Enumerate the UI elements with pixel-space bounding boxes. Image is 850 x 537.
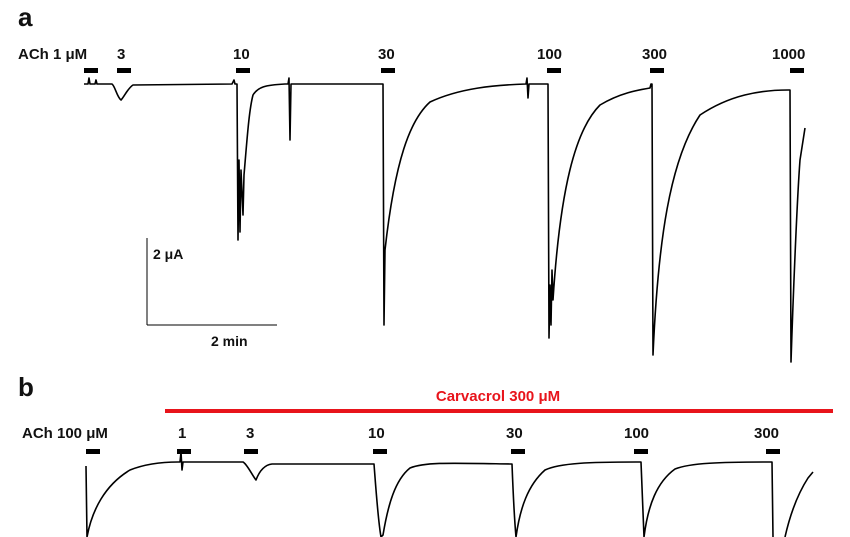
panel-a-current-trace <box>84 77 806 363</box>
panel-a-application-bar-30 <box>381 68 395 73</box>
panel-a-application-bar-300 <box>650 68 664 73</box>
panel-b-application-bar-10 <box>373 449 387 454</box>
panel-b-application-bar-100 <box>86 449 100 454</box>
panel-b-current-trace <box>85 451 814 537</box>
panel-a-application-bar-10 <box>236 68 250 73</box>
scale-bar-current-label: 2 μA <box>153 246 183 262</box>
panel-a-agonist-label: ACh 1 μM <box>18 46 87 63</box>
scale-bar-time-label: 2 min <box>211 333 248 349</box>
panel-a-conc-label-3: 3 <box>117 46 125 63</box>
panel-a-conc-label-1000: 1000 <box>772 46 805 63</box>
panel-b-conc-label-30: 30 <box>506 425 523 442</box>
panel-b-application-bar-30 <box>511 449 525 454</box>
panel-b-application-bar-3 <box>244 449 258 454</box>
panel-a-conc-label-100: 100 <box>537 46 562 63</box>
panel-a-scale-bar: 2 μA 2 min <box>146 238 277 349</box>
panel-b-conc-label-300: 300 <box>754 425 779 442</box>
panel-b-conc-label-1: 1 <box>178 425 186 442</box>
panel-a-conc-label-300: 300 <box>642 46 667 63</box>
panel-a-conc-label-10: 10 <box>233 46 250 63</box>
panel-b-application-bar-1 <box>177 449 191 454</box>
panel-label-b: b <box>18 372 34 402</box>
panel-b-conc-label-3: 3 <box>246 425 254 442</box>
panel-a-application-bar-100 <box>547 68 561 73</box>
panel-a-application-bar-3 <box>117 68 131 73</box>
panel-a: a ACh 1 μM 3 10 30 100 300 1000 2 μA 2 m… <box>18 2 806 363</box>
panel-b-conc-label-100: 100 <box>624 425 649 442</box>
panel-b-application-bar-300 <box>766 449 780 454</box>
panel-b-conc-label-10: 10 <box>368 425 385 442</box>
panel-a-application-bar-1 <box>84 68 98 73</box>
panel-a-conc-label-30: 30 <box>378 46 395 63</box>
carvacrol-application-bar <box>165 409 833 413</box>
panel-b: b Carvacrol 300 μM ACh 100 μM 1 3 10 30 … <box>18 372 833 537</box>
panel-b-application-bar-100-b <box>634 449 648 454</box>
panel-label-a: a <box>18 2 33 32</box>
panel-b-agonist-label: ACh 100 μM <box>22 425 108 442</box>
panel-a-application-bar-1000 <box>790 68 804 73</box>
carvacrol-label: Carvacrol 300 μM <box>436 388 560 405</box>
